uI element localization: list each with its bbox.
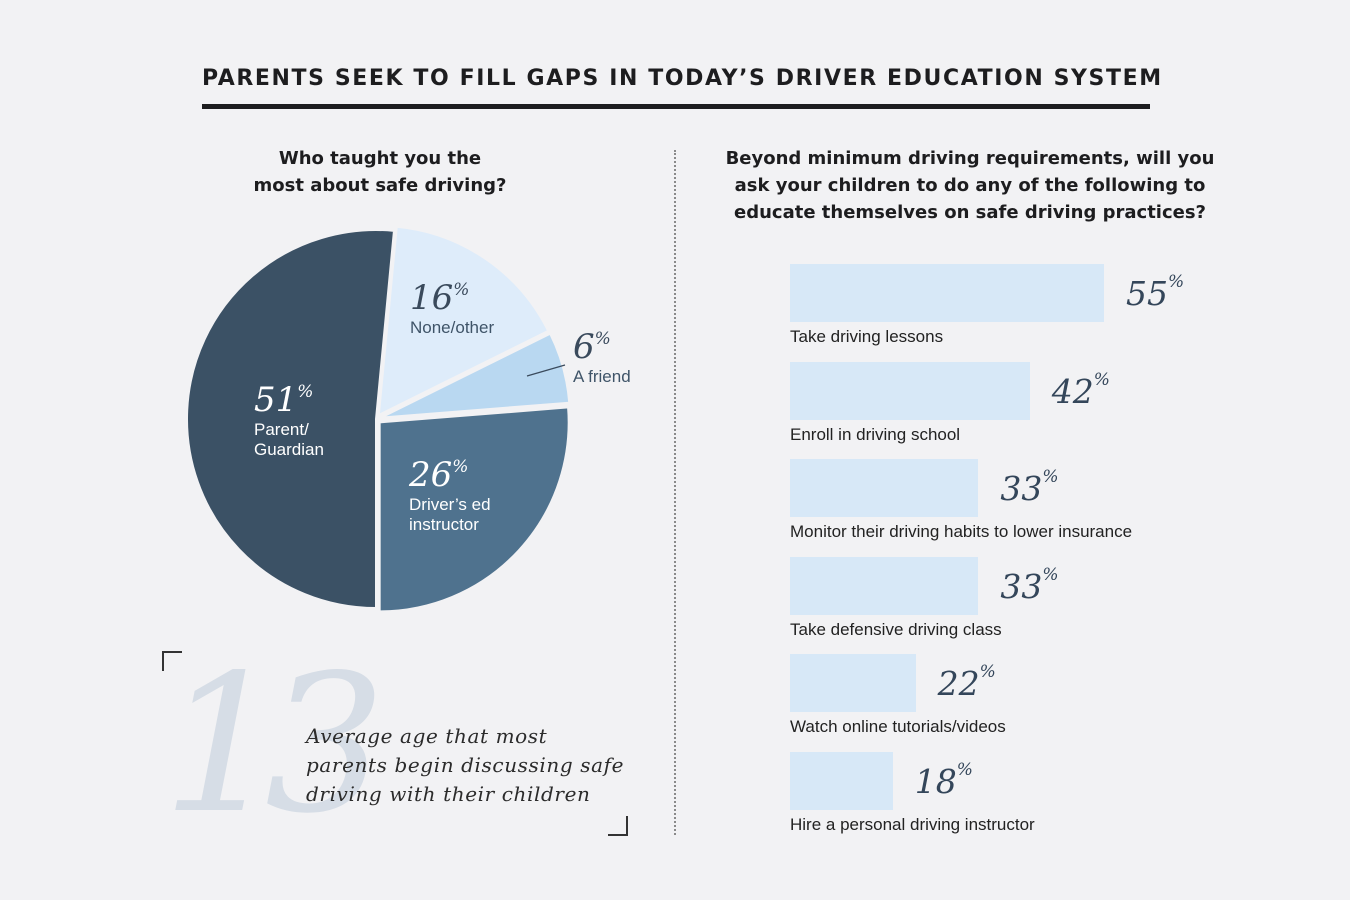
pie-slice-a-friend xyxy=(380,332,571,419)
pie-category-label: instructor xyxy=(409,515,479,534)
corner-bracket-bottom-right xyxy=(608,816,628,836)
pie-slice-none-other xyxy=(377,225,550,417)
pie-value-label: 6% xyxy=(573,327,611,367)
bar xyxy=(790,751,893,810)
bar-value-label: 22% xyxy=(937,662,996,703)
title-underline xyxy=(202,104,1150,109)
bar-value-label: 33% xyxy=(1000,467,1059,508)
pie-category-label: None/other xyxy=(410,318,494,337)
pie-category-label: A friend xyxy=(573,367,631,386)
bar-question: Beyond minimum driving requirements, wil… xyxy=(705,145,1235,226)
bar xyxy=(790,556,979,615)
corner-bracket-top-left xyxy=(162,651,182,671)
column-divider xyxy=(674,150,676,835)
bar-question-line-3: educate themselves on safe driving pract… xyxy=(734,202,1206,223)
pie-category-label: Guardian xyxy=(254,440,324,459)
pie-slice-driver-s-ed-instructor xyxy=(378,406,570,613)
bar-category-label: Hire a personal driving instructor xyxy=(790,814,1035,834)
bar xyxy=(790,264,1104,322)
bar-value-label: 42% xyxy=(1051,369,1110,411)
bar-category-label: Take defensive driving class xyxy=(790,619,1002,639)
bar xyxy=(790,654,916,712)
pie-category-label: Parent/ xyxy=(254,420,309,439)
bar-question-line-1: Beyond minimum driving requirements, wil… xyxy=(725,148,1215,169)
pie-question: Who taught you the most about safe drivi… xyxy=(200,145,560,199)
stat-number: 13 xyxy=(162,634,386,855)
bar-category-label: Take driving lessons xyxy=(790,327,944,346)
bar-value-label: 18% xyxy=(914,759,973,801)
bar-value-label: 33% xyxy=(1000,564,1059,606)
pie-category-label: Driver’s ed xyxy=(409,495,491,514)
bar-value-label: 55% xyxy=(1126,272,1185,313)
bar xyxy=(790,361,1030,420)
stat-description: Average age that most parents begin disc… xyxy=(306,724,625,806)
pie-question-line-1: Who taught you the xyxy=(278,148,482,169)
pie-question-line-2: most about safe driving? xyxy=(253,175,507,196)
pie-leader-line xyxy=(526,364,566,377)
bar-category-label: Monitor their driving habits to lower in… xyxy=(790,522,1133,541)
pie-slice-parent-guardian xyxy=(186,229,396,610)
page-title: PARENTS SEEK TO FILL GAPS IN TODAY’S DRI… xyxy=(202,66,1163,91)
bar-category-label: Watch online tutorials/videos xyxy=(790,717,1006,736)
bar-question-line-2: ask your children to do any of the follo… xyxy=(734,175,1206,196)
bar xyxy=(790,459,979,517)
bar-category-label: Enroll in driving school xyxy=(790,424,961,444)
